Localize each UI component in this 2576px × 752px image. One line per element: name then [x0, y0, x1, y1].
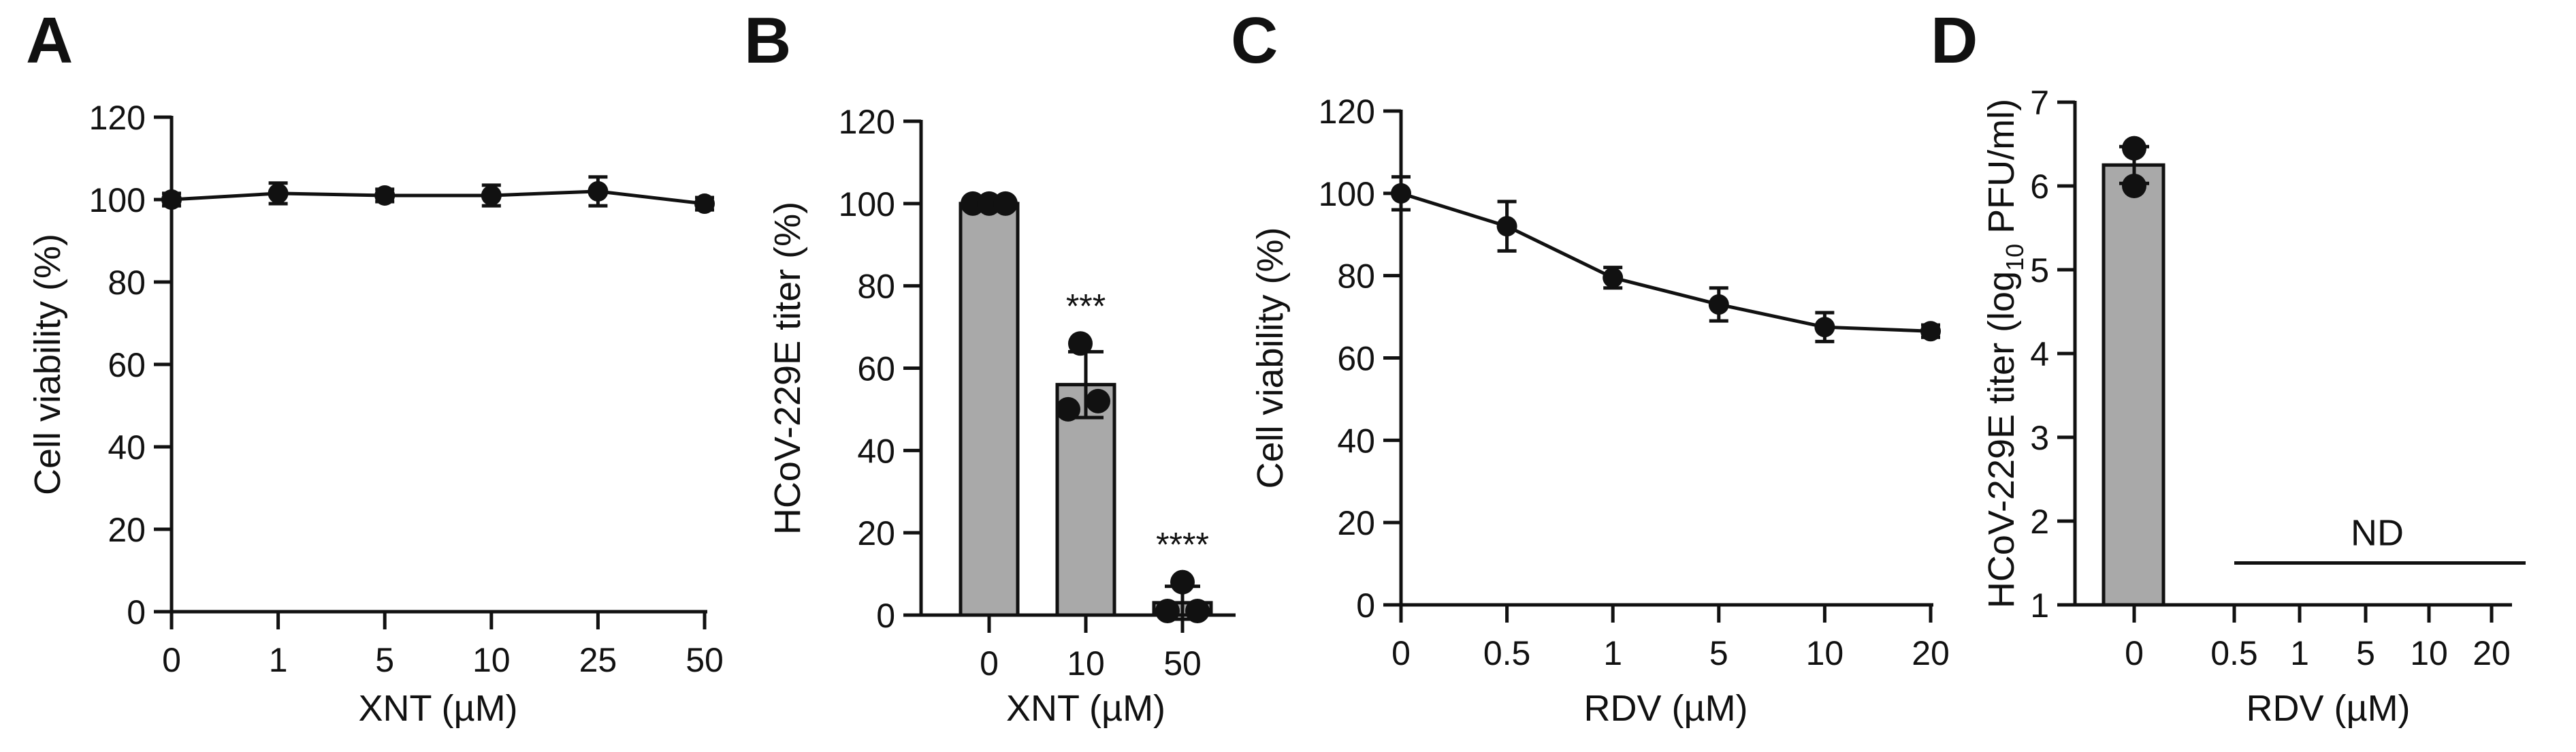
x-tick-label: 20: [1912, 634, 1950, 672]
data-point: [587, 181, 609, 202]
significance-label: ***: [1066, 287, 1106, 325]
x-tick-label: 5: [1709, 634, 1728, 672]
y-axis-title-subscript: 10: [2001, 244, 2029, 271]
data-point: [1603, 267, 1624, 288]
x-tick-label: 0.5: [2210, 634, 2258, 672]
y-tick-label: 2: [2030, 503, 2049, 541]
panel-c: C 0 20 40 60 80 100 120 0 0.5 1 5 10 20 Cell viability…: [1231, 4, 1950, 729]
y-tick-label: 6: [2030, 168, 2049, 206]
x-tick-label: 20: [2473, 634, 2511, 672]
y-tick-label: 4: [2030, 335, 2049, 373]
x-tick-label: 0: [980, 644, 999, 683]
x-tick-label: 50: [686, 641, 724, 679]
y-tick-label: 20: [857, 514, 895, 552]
x-tick-label: 10: [472, 641, 511, 679]
y-axis-title: Cell viability (%): [1250, 227, 1291, 488]
y-tick-label: 80: [108, 264, 146, 302]
x-axis-title: RDV (µM): [1583, 688, 1748, 729]
y-tick-label: 3: [2030, 419, 2049, 457]
data-point: [1155, 598, 1180, 623]
x-tick-label: 1: [269, 641, 288, 679]
bar: [2102, 163, 2166, 607]
data-point: [1496, 216, 1517, 237]
significance-label: ****: [1156, 526, 1209, 564]
data-point: [374, 185, 396, 206]
series-line: [1400, 191, 1931, 333]
data-point: [1708, 294, 1729, 315]
x-tick-label: 1: [1603, 634, 1622, 672]
y-tick-label: 60: [108, 346, 146, 384]
y-tick-label: 20: [1337, 504, 1375, 542]
y-axis-title: HCoV-229E titer (log10 PFU/ml): [1981, 99, 2029, 608]
data-point: [2122, 136, 2146, 161]
x-tick-label: 0: [2125, 634, 2144, 672]
y-axis-title: HCoV-229E titer (%): [767, 202, 808, 535]
data-point: [1185, 598, 1210, 623]
x-tick-label: 25: [579, 641, 617, 679]
x-tick-label: 10: [2410, 634, 2448, 672]
y-tick-label: 80: [857, 268, 895, 306]
y-tick-label: 120: [89, 99, 146, 137]
x-tick-label: 0: [162, 641, 181, 679]
y-tick-label: 5: [2030, 251, 2049, 289]
panel-letter: A: [26, 4, 73, 77]
y-tick-label: 80: [1337, 257, 1375, 296]
y-tick-label: 60: [857, 350, 895, 388]
x-axis-title: RDV (µM): [2246, 688, 2410, 729]
y-tick-label: 0: [1356, 586, 1375, 625]
panel-letter: C: [1231, 4, 1278, 77]
series-line: [171, 189, 705, 206]
y-tick-label: 60: [1337, 340, 1375, 378]
y-tick-label: 20: [108, 511, 146, 549]
y-tick-label: 40: [1337, 422, 1375, 460]
data-point: [1814, 317, 1835, 338]
nd-annotation: ND: [2351, 513, 2404, 554]
data-point: [993, 191, 1018, 216]
data-point: [1391, 183, 1411, 204]
x-tick-label: 0.5: [1483, 634, 1531, 672]
data-point: [161, 189, 182, 210]
y-tick-label: 40: [857, 432, 895, 470]
y-axis-title-end: PFU/ml): [1981, 99, 2022, 244]
y-tick-label: 120: [839, 103, 895, 141]
bar: [959, 202, 1020, 617]
x-axis-title: XNT (µM): [1006, 688, 1165, 729]
panel-letter: D: [1931, 4, 1978, 77]
y-tick-label: 100: [89, 181, 146, 219]
y-tick-label: 120: [1319, 93, 1375, 131]
panel-letter: B: [744, 4, 791, 77]
data-point: [481, 185, 502, 206]
y-tick-label: 40: [108, 428, 146, 467]
data-point: [1170, 569, 1195, 595]
y-axis-title-main: HCoV-229E titer (log: [1981, 271, 2022, 608]
y-tick-label: 7: [2030, 84, 2049, 122]
y-tick-label: 100: [839, 185, 895, 223]
x-tick-label: 10: [1067, 644, 1105, 683]
data-point: [1068, 331, 1093, 356]
y-tick-label: 1: [2030, 586, 2049, 625]
y-axis-title: Cell viability (%): [27, 234, 68, 495]
x-tick-label: 50: [1163, 644, 1202, 683]
data-point: [694, 193, 715, 215]
x-tick-label: 5: [375, 641, 394, 679]
data-point: [1086, 388, 1110, 413]
x-tick-label: 5: [2356, 634, 2375, 672]
y-tick-label: 0: [127, 593, 146, 631]
panel-a: A 0 20 40 60 80 100 120 0 1 5 10 25 50 Cell viability …: [26, 4, 724, 729]
data-point: [1056, 396, 1080, 422]
x-axis-title: XNT (µM): [358, 688, 517, 729]
x-tick-label: 0: [1391, 634, 1411, 672]
x-tick-label: 1: [2290, 634, 2309, 672]
y-tick-label: 100: [1319, 175, 1375, 213]
data-point: [268, 183, 289, 204]
y-tick-label: 0: [876, 597, 895, 635]
data-point: [1920, 321, 1941, 342]
data-point: [2122, 174, 2146, 198]
x-tick-label: 10: [1806, 634, 1844, 672]
